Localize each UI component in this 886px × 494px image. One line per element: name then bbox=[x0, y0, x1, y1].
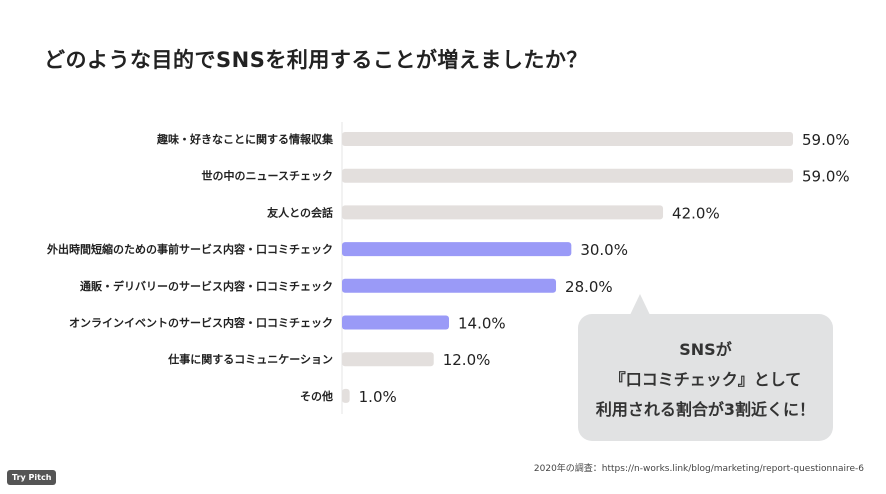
bar bbox=[342, 168, 793, 183]
category-label: 通販・デリバリーのサービス内容・口コミチェック bbox=[80, 279, 333, 293]
callout-line: 『口コミチェック』として bbox=[609, 369, 802, 389]
category-label: 世の中のニュースチェック bbox=[202, 169, 333, 183]
category-label: 外出時間短縮のための事前サービス内容・口コミチェック bbox=[46, 242, 333, 256]
value-label: 59.0% bbox=[802, 131, 850, 149]
bar bbox=[342, 132, 793, 146]
callout-bubble: SNSが 『口コミチェック』として 利用される割合が3割近くに！ bbox=[578, 294, 833, 441]
value-label: 1.0% bbox=[359, 388, 397, 406]
value-label: 30.0% bbox=[580, 241, 628, 259]
bar bbox=[342, 388, 350, 403]
category-label: 仕事に関するコミュニケーション bbox=[167, 352, 333, 366]
category-label: 趣味・好きなことに関する情報収集 bbox=[156, 132, 334, 146]
try-pitch-button[interactable]: Try Pitch bbox=[7, 470, 57, 485]
category-label: オンラインイベントのサービス内容・口コミチェック bbox=[69, 316, 333, 330]
value-label: 28.0% bbox=[565, 278, 613, 296]
bar bbox=[342, 242, 572, 257]
bar bbox=[342, 315, 450, 330]
value-label: 12.0% bbox=[443, 351, 491, 369]
callout-line: SNSが bbox=[679, 339, 732, 359]
callout-line: 利用される割合が3割近くに！ bbox=[595, 399, 816, 419]
bar bbox=[342, 352, 434, 367]
bar bbox=[342, 205, 664, 220]
category-label: その他 bbox=[300, 389, 333, 403]
value-label: 42.0% bbox=[672, 204, 720, 222]
source-note: 2020年の調査：https://n-works.link/blog/marke… bbox=[533, 464, 864, 474]
value-label: 59.0% bbox=[802, 168, 850, 186]
category-label: 友人との会話 bbox=[267, 205, 333, 219]
bar bbox=[342, 278, 557, 293]
chart-title: どのような目的でSNSを利用することが増えましたか？ bbox=[44, 48, 588, 72]
value-label: 14.0% bbox=[458, 315, 506, 333]
